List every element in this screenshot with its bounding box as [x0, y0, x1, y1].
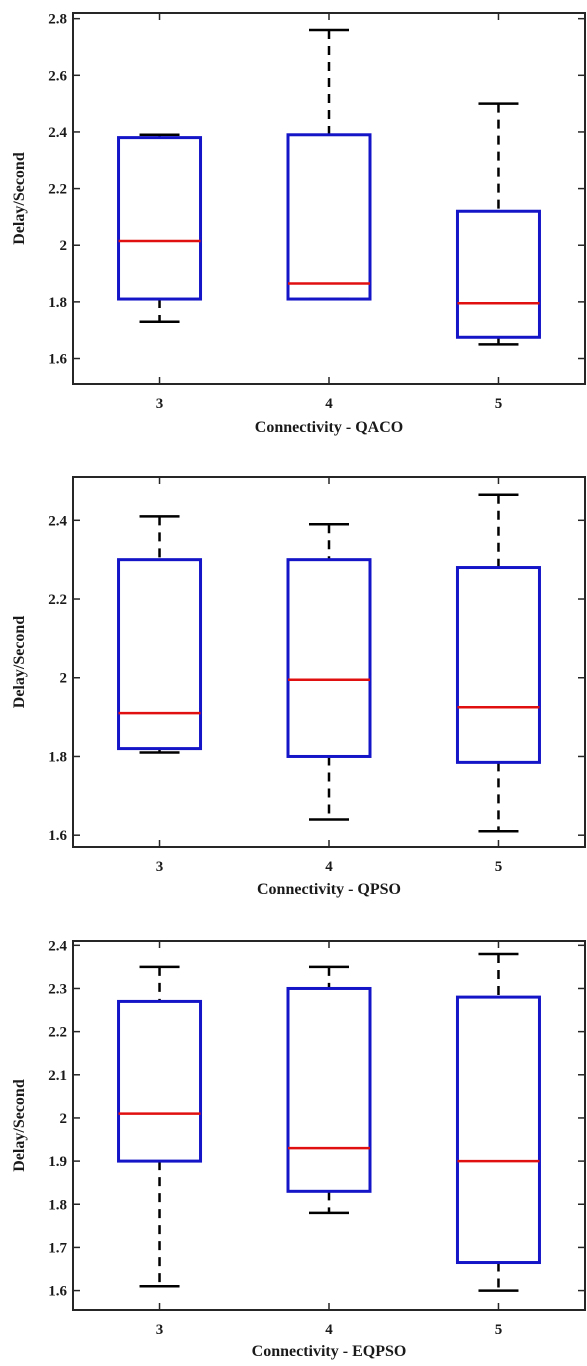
x-tick-label: 3: [156, 1322, 164, 1338]
x-tick-label: 4: [325, 859, 333, 875]
x-tick-label: 5: [495, 859, 503, 875]
y-tick-label: 2.4: [48, 938, 67, 954]
box-4: [286, 558, 372, 758]
y-tick-label: 1.8: [48, 1197, 67, 1213]
y-axis-label: Delay/Second: [11, 616, 28, 709]
x-tick-label: 3: [156, 396, 164, 412]
y-tick-label: 1.8: [48, 749, 67, 765]
y-tick-label: 2.1: [48, 1068, 67, 1084]
box-plot-panel-3: 1.6 1.7 1.8 1.9 2 2.1 2.2 2.3 2.4 3 4 5 Delay/Second…: [11, 938, 586, 1360]
x-axis-label: Connectivity - QPSO: [257, 881, 401, 898]
y-tick-label: 2.4: [48, 125, 67, 141]
y-tick-label: 2: [60, 1111, 68, 1127]
box-3: [117, 558, 203, 751]
box-4: [286, 986, 372, 1193]
y-tick-label: 1.6: [48, 828, 67, 844]
y-tick-label: 2.8: [48, 12, 67, 28]
x-axis-label: Connectivity - QACO: [255, 419, 403, 436]
y-tick-label: 1.9: [48, 1154, 67, 1170]
x-tick-label: 5: [495, 1322, 503, 1338]
y-tick-label: 2.2: [48, 182, 67, 198]
x-tick-label: 3: [156, 859, 164, 875]
y-tick-label: 2: [60, 671, 68, 687]
y-tick-label: 1.6: [48, 352, 67, 368]
y-tick-label: 2.6: [48, 68, 67, 84]
box-5: [455, 566, 541, 764]
x-tick-label: 4: [325, 1322, 333, 1338]
box-5: [455, 995, 541, 1265]
y-tick-label: 2.4: [48, 513, 67, 529]
x-tick-label: 4: [325, 396, 333, 412]
y-tick-label: 2.2: [48, 592, 67, 608]
y-axis-label: Delay/Second: [11, 152, 28, 245]
box-plot-panel-1: 1.6 1.8 2 2.2 2.4 2.6 2.8 3 4 5 Delay/Second Connec…: [11, 12, 586, 436]
box-4: [286, 133, 372, 301]
y-tick-label: 1.8: [48, 295, 67, 311]
y-tick-label: 2: [60, 238, 68, 254]
y-tick-label: 1.6: [48, 1284, 67, 1300]
box-5: [455, 209, 541, 339]
box-3: [117, 999, 203, 1163]
y-tick-label: 2.3: [48, 981, 67, 997]
y-axis-label: Delay/Second: [11, 1079, 28, 1172]
box-3: [117, 136, 203, 301]
y-tick-label: 1.7: [48, 1240, 67, 1256]
x-axis-label: Connectivity - EQPSO: [252, 1343, 407, 1360]
box-plot-panel-2: 1.6 1.8 2 2.2 2.4 3 4 5 Delay/Second Connectivity…: [11, 476, 586, 898]
y-tick-label: 2.2: [48, 1025, 67, 1041]
x-tick-label: 5: [495, 396, 503, 412]
